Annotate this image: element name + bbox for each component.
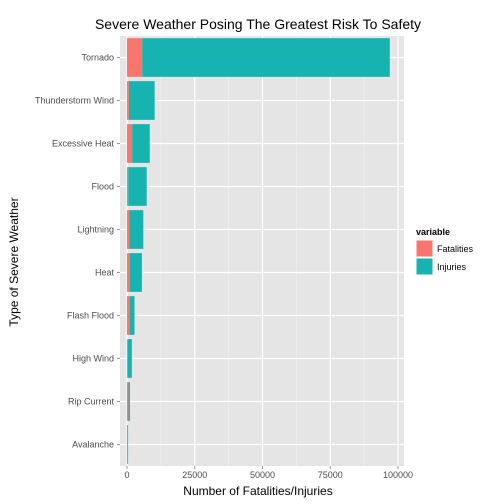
bar-injuries-tornado <box>142 38 390 77</box>
x-tick-label: 25000 <box>182 470 207 480</box>
x-axis-title: Number of Fatalities/Injuries <box>183 484 332 498</box>
y-tick-label: Avalanche <box>72 440 114 450</box>
legend-swatch-injuries <box>415 257 434 276</box>
bar-injuries-flood <box>128 167 147 206</box>
bar-fatalities-flash-flood <box>127 296 130 335</box>
x-tick-label: 0 <box>124 470 129 480</box>
y-tick-label: Flood <box>91 182 114 192</box>
bar-fatalities-heat <box>127 253 130 292</box>
bar-fatalities-avalanche <box>127 425 128 464</box>
bar-injuries-high-wind <box>127 339 132 378</box>
bar-injuries-flash-flood <box>129 296 135 335</box>
y-tick-label: Flash Flood <box>67 311 114 321</box>
y-tick-label: Thunderstorm Wind <box>35 96 114 106</box>
y-tick-label: High Wind <box>72 354 114 364</box>
y-tick-label: Lightning <box>77 225 114 235</box>
y-tick-layer: Tornado Thunderstorm Wind Excessive Heat Fl… <box>35 53 120 450</box>
bar-fatalities-flood <box>127 167 129 206</box>
bar-fatalities-high-wind <box>127 339 128 378</box>
y-tick-label: Tornado <box>81 53 114 63</box>
x-tick-label: 100000 <box>383 470 413 480</box>
x-tick-label: 75000 <box>318 470 343 480</box>
bar-injuries-heat <box>129 253 142 292</box>
y-tick-label: Heat <box>95 268 115 278</box>
bar-injuries-excessive-heat <box>132 124 150 163</box>
y-tick-label: Excessive Heat <box>52 139 115 149</box>
bar-fatalities-excessive-heat <box>127 124 133 163</box>
bar-injuries-lightning <box>129 210 144 249</box>
legend-label-fatalities: Fatalities <box>437 244 474 254</box>
bar-fatalities-tornado <box>127 38 143 77</box>
legend-label-injuries: Injuries <box>437 262 467 272</box>
y-axis-title: Type of Severe Weather <box>7 197 21 326</box>
legend-swatch-fatalities <box>415 239 434 258</box>
x-tick-layer: 0 25000 50000 75000 100000 <box>124 466 413 480</box>
chart-title: Severe Weather Posing The Greatest Risk … <box>95 16 421 32</box>
bar-layer <box>127 38 390 464</box>
legend: Fatalities Injuries <box>415 239 474 276</box>
legend-title: variable <box>416 227 450 237</box>
x-tick-label: 50000 <box>250 470 275 480</box>
bar-injuries-thunderstorm-wind <box>128 81 155 120</box>
bar-injuries-rip-current <box>128 382 130 421</box>
bar-fatalities-rip-current <box>127 382 129 421</box>
y-tick-label: Rip Current <box>68 397 115 407</box>
bar-fatalities-lightning <box>127 210 130 249</box>
bar-fatalities-thunderstorm-wind <box>127 81 129 120</box>
